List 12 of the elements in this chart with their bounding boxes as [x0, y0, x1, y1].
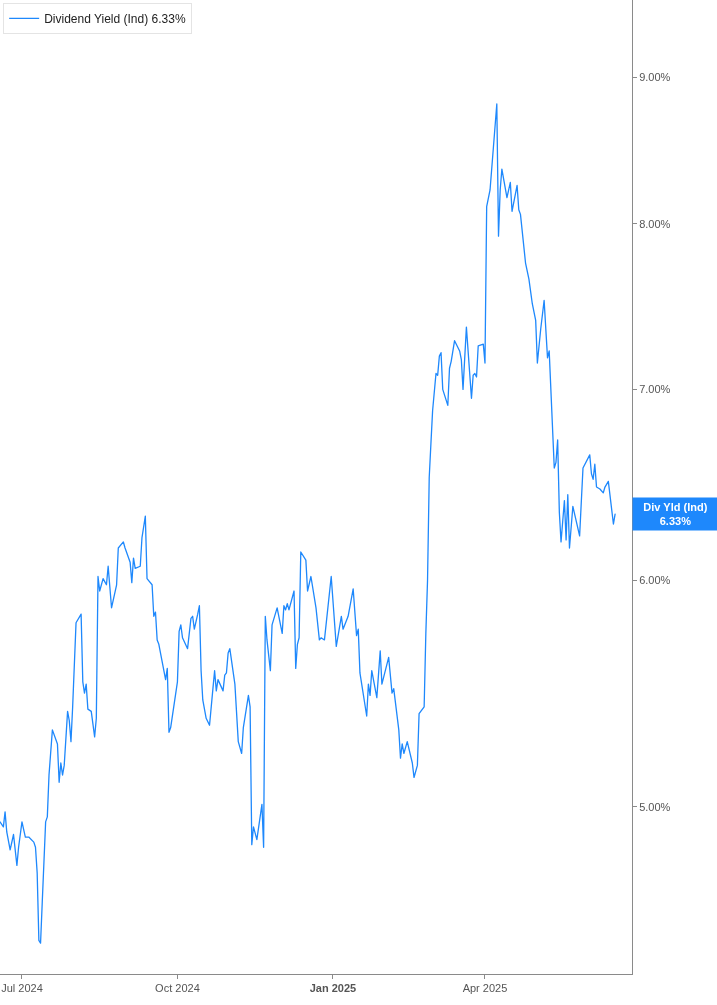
y-tick-label: 5.00% [639, 800, 671, 813]
line-series [0, 103, 616, 944]
y-tick-label: 6.00% [639, 574, 671, 587]
x-tick-label: Jul 2024 [1, 982, 43, 995]
y-tick-label: 8.00% [639, 217, 671, 230]
legend-label: Dividend Yield (Ind) 6.33% [44, 12, 186, 27]
x-tick-label: Oct 2024 [155, 982, 200, 995]
text: Div Yld (Ind) 6.33% [643, 501, 708, 528]
x-tick-label: Apr 2025 [462, 982, 508, 995]
y-tick-label: 7.00% [639, 383, 671, 396]
x-tick-label: Jan 2025 [309, 982, 357, 995]
y-tick-label: 9.00% [639, 71, 671, 84]
